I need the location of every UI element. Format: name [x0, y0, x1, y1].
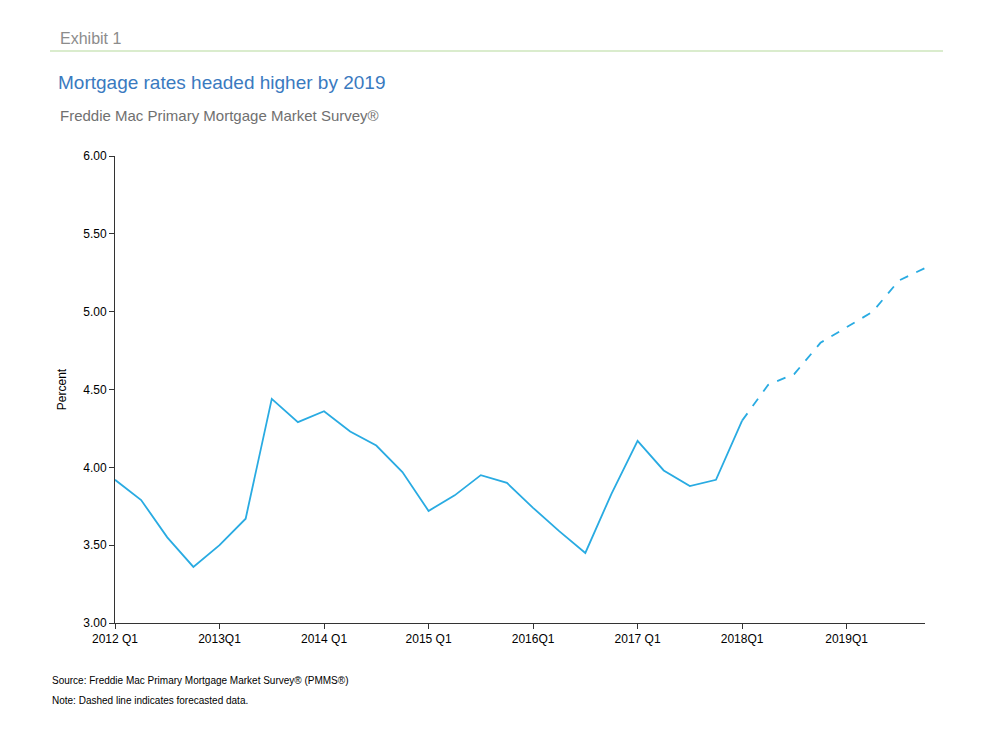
svg-text:6.00: 6.00	[83, 149, 107, 163]
svg-text:5.50: 5.50	[83, 227, 107, 241]
svg-text:2014 Q1: 2014 Q1	[301, 632, 347, 646]
svg-text:3.00: 3.00	[83, 616, 107, 630]
svg-text:3.50: 3.50	[83, 538, 107, 552]
svg-text:2012 Q1: 2012 Q1	[92, 632, 138, 646]
svg-text:4.00: 4.00	[83, 461, 107, 475]
svg-text:5.00: 5.00	[83, 305, 107, 319]
svg-text:2017 Q1: 2017 Q1	[615, 632, 661, 646]
svg-text:Note: Dashed line indicates fo: Note: Dashed line indicates forecasted d…	[52, 695, 248, 706]
svg-text:4.50: 4.50	[83, 383, 107, 397]
svg-text:Percent: Percent	[55, 368, 69, 410]
svg-text:Source: Freddie Mac Primary Mo: Source: Freddie Mac Primary Mortgage Mar…	[52, 675, 348, 686]
svg-text:2013Q1: 2013Q1	[198, 632, 241, 646]
svg-text:2016Q1: 2016Q1	[512, 632, 555, 646]
svg-text:2018Q1: 2018Q1	[721, 632, 764, 646]
svg-text:2019Q1: 2019Q1	[825, 632, 868, 646]
svg-text:Mortgage rates headed higher b: Mortgage rates headed higher by 2019	[58, 72, 385, 93]
svg-text:Freddie Mac Primary Mortgage M: Freddie Mac Primary Mortgage Market Surv…	[60, 107, 379, 124]
svg-text:2015 Q1: 2015 Q1	[406, 632, 452, 646]
svg-text:Exhibit 1: Exhibit 1	[60, 30, 121, 47]
